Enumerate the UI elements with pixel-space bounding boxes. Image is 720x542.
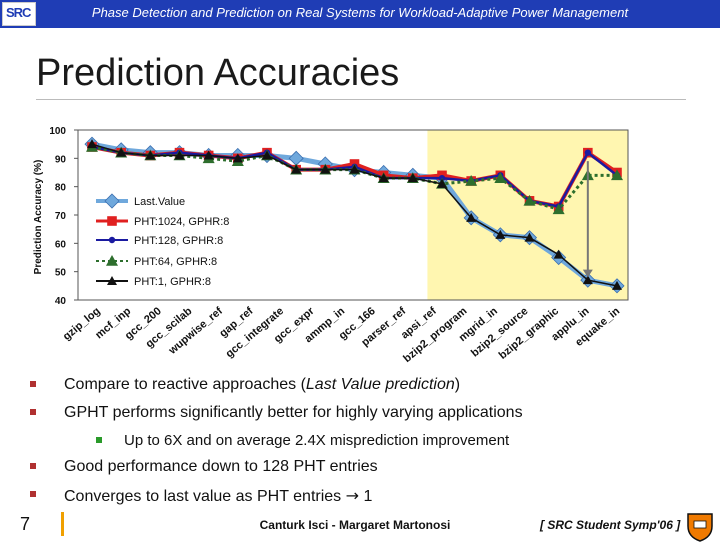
arrow-head-icon xyxy=(582,269,593,278)
legend-label: PHT:1024, GPHR:8 xyxy=(134,216,229,228)
legend-label: PHT:1, GPHR:8 xyxy=(134,276,211,288)
data-point xyxy=(378,173,389,183)
title-divider xyxy=(36,99,686,100)
y-tick-label: 100 xyxy=(49,126,66,137)
data-point xyxy=(582,275,593,285)
slide-title: Prediction Accuracies xyxy=(36,52,400,94)
data-point xyxy=(612,280,622,290)
page-number: 7 xyxy=(20,514,31,534)
y-tick-label: 50 xyxy=(55,268,67,279)
data-point xyxy=(465,175,478,186)
data-point xyxy=(288,150,304,166)
data-point xyxy=(584,149,592,156)
data-point xyxy=(524,232,535,242)
legend-label: Last.Value xyxy=(134,196,185,208)
data-point xyxy=(108,236,116,244)
legend-label: PHT:64, GPHR:8 xyxy=(134,256,217,268)
highlight-region xyxy=(427,130,628,300)
data-point xyxy=(107,276,117,285)
header-title: Phase Detection and Prediction on Real S… xyxy=(91,5,629,20)
header-bar: SRC Phase Detection and Prediction on Re… xyxy=(0,0,720,28)
data-point xyxy=(203,150,214,160)
bullet-marker xyxy=(30,409,36,415)
data-point xyxy=(523,194,536,206)
data-point xyxy=(232,153,243,163)
legend-label: PHT:128, GPHR:8 xyxy=(134,235,223,247)
bullet-marker xyxy=(30,491,36,497)
footer-conference: [ SRC Student Symp'06 ] xyxy=(540,518,681,532)
data-point xyxy=(145,150,156,160)
data-point xyxy=(552,203,565,215)
x-tick-label: wupwise_ref xyxy=(166,305,225,357)
data-point xyxy=(437,178,447,188)
right-arrow-icon: → xyxy=(345,486,360,505)
y-tick-label: 60 xyxy=(55,239,67,250)
bullet-marker xyxy=(30,463,36,469)
data-point xyxy=(262,150,272,160)
data-point xyxy=(553,249,564,259)
data-point xyxy=(495,229,506,239)
footer: 7 Canturk Isci - Margaret Martonosi [ SR… xyxy=(0,512,720,542)
y-tick-label: 70 xyxy=(55,211,67,222)
data-point xyxy=(106,255,118,266)
data-point xyxy=(494,172,507,183)
data-point xyxy=(320,164,331,174)
y-axis-label: Prediction Accuracy (%) xyxy=(33,160,44,275)
data-point xyxy=(107,216,117,226)
university-shield-icon xyxy=(687,513,713,542)
sub-bullet-marker xyxy=(96,437,102,443)
data-point xyxy=(349,164,360,174)
y-tick-label: 40 xyxy=(55,296,67,307)
src-logo: SRC xyxy=(2,2,36,26)
bullet-marker xyxy=(30,381,36,387)
data-point xyxy=(466,212,477,222)
data-point xyxy=(611,169,623,181)
data-point xyxy=(407,173,418,183)
data-point xyxy=(87,139,97,149)
y-tick-label: 90 xyxy=(55,154,67,165)
data-point xyxy=(291,164,302,174)
data-point xyxy=(104,193,120,209)
y-tick-label: 80 xyxy=(55,183,67,194)
data-point xyxy=(116,147,127,157)
footer-divider xyxy=(61,512,64,536)
footer-authors: Canturk Isci - Margaret Martonosi xyxy=(259,518,451,532)
data-point xyxy=(174,150,185,160)
